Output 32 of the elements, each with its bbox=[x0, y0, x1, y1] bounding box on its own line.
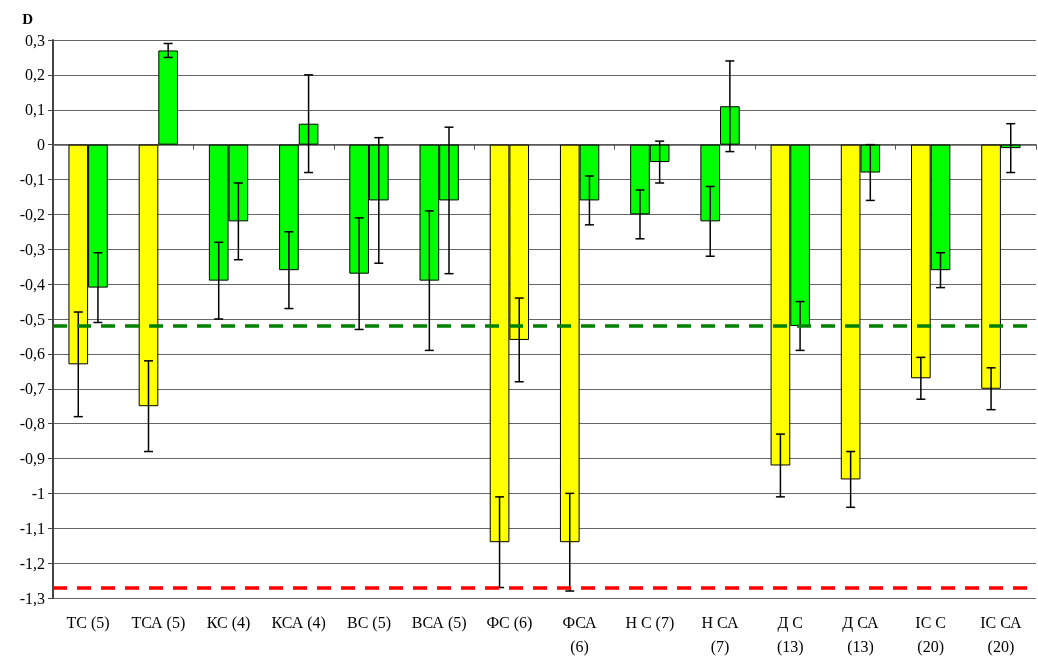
y-tick-label: 0,2 bbox=[25, 66, 45, 84]
x-tick-label: Д С (13) bbox=[776, 613, 804, 656]
y-tick-label: -0,6 bbox=[19, 345, 45, 363]
y-tick-label: 0 bbox=[37, 136, 45, 154]
y-tick-label: 0,1 bbox=[25, 101, 45, 119]
y-tick-label: -1,3 bbox=[19, 589, 45, 607]
y-tick-label: -1 bbox=[31, 484, 45, 502]
y-tick-label: -1,2 bbox=[19, 554, 45, 572]
x-tick-label: ТСА (5) bbox=[131, 613, 186, 632]
y-tick-label: -0,3 bbox=[19, 240, 45, 258]
x-tick-label: КС (4) bbox=[206, 613, 251, 632]
x-tick-label: ІС СА (20) bbox=[980, 613, 1023, 656]
x-tick-label: Д СА (13) bbox=[842, 613, 880, 656]
y-tick-label: -0,8 bbox=[19, 415, 45, 433]
y-tick-label: -0,9 bbox=[19, 450, 45, 467]
y-tick-label: -0,4 bbox=[19, 275, 45, 293]
x-tick-label: ФСА (6) bbox=[562, 613, 598, 656]
y-tick-label: -1,1 bbox=[19, 519, 45, 537]
x-tick-label: ТС (5) bbox=[66, 613, 110, 632]
x-tick-label: ФС (6) bbox=[486, 613, 533, 632]
x-tick-label: ІС С (20) bbox=[915, 613, 947, 656]
x-tick-label: ВС (5) bbox=[346, 613, 391, 632]
y-tick-label: -0,2 bbox=[19, 205, 45, 223]
y-tick-label: -0,5 bbox=[19, 310, 45, 328]
x-tick-label: КСА (4) bbox=[271, 613, 326, 632]
y-tick-label: -0,1 bbox=[19, 171, 45, 188]
x-tick-label: ВСА (5) bbox=[411, 613, 467, 632]
y-tick-label: 0,3 bbox=[25, 31, 45, 49]
x-tick-label: Н СА (7) bbox=[701, 613, 739, 656]
y-axis-title: D bbox=[22, 10, 34, 27]
x-tick-label: Н С (7) bbox=[625, 613, 675, 632]
y-tick-label: -0,7 bbox=[19, 380, 45, 398]
